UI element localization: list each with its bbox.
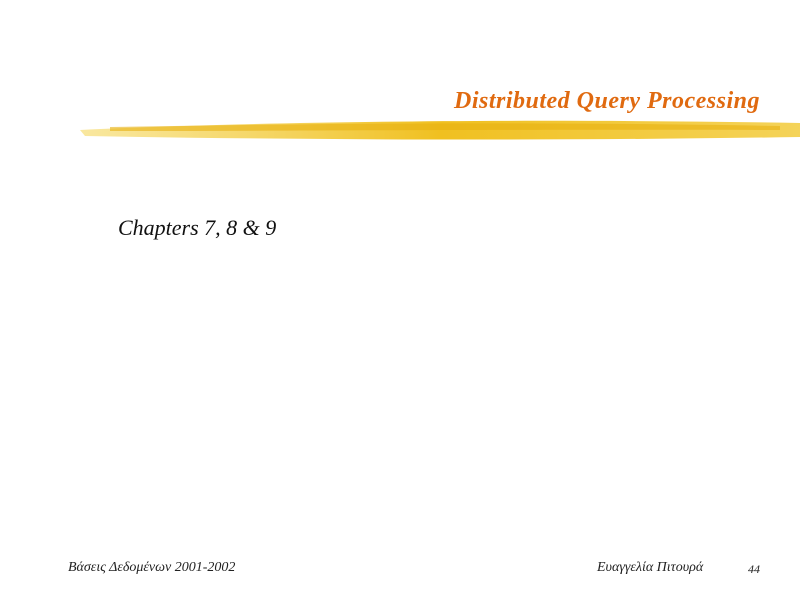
subtitle: Chapters 7, 8 & 9 — [118, 215, 277, 240]
footer-author: Ευαγγελία Πιτουρά — [597, 560, 704, 575]
page-number: 44 — [748, 562, 760, 576]
title: Distributed Query Processing — [453, 88, 760, 114]
footer-course: Βάσεις Δεδομένων 2001-2002 — [68, 560, 236, 575]
